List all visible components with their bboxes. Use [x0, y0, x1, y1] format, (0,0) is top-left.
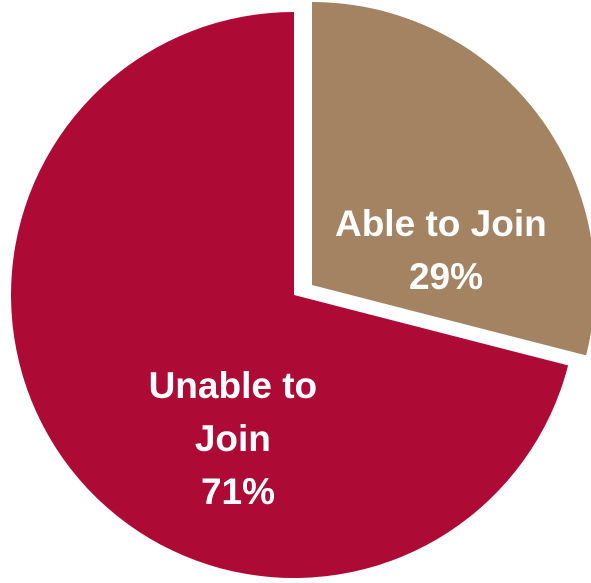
pie-slice-able-to-join — [312, 2, 591, 355]
slice-label-unable-percent: 71% — [201, 471, 275, 512]
slice-label-able-line-1: Able to Join — [335, 203, 547, 244]
slice-label-able-percent: 29% — [409, 256, 483, 297]
slice-label-unable-line-2: Join — [195, 418, 271, 459]
slice-label-unable-line-1: Unable to — [149, 365, 318, 406]
